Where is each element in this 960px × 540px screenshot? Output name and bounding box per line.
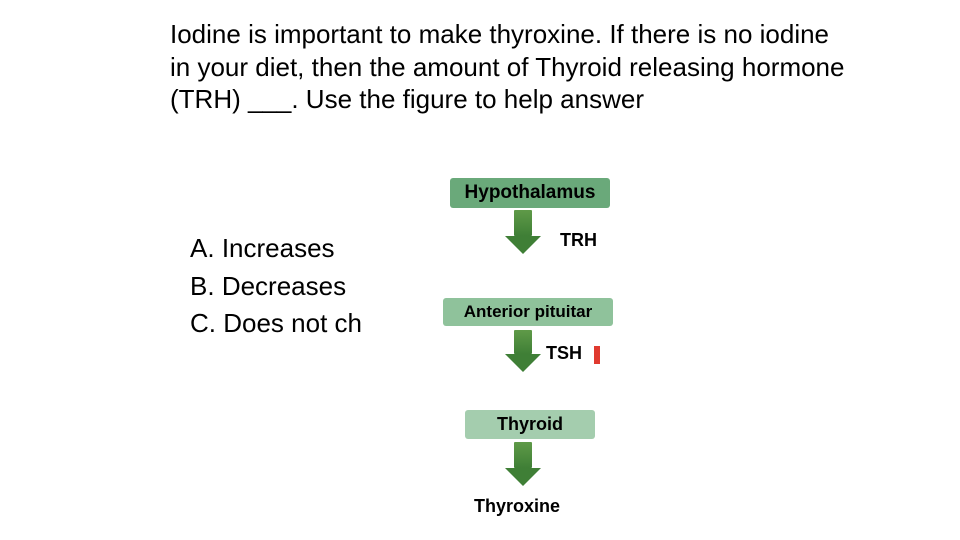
- arrow-trh: [505, 210, 541, 254]
- question-text: Iodine is important to make thyroxine. I…: [170, 18, 850, 116]
- node-anterior-pituitary: Anterior pituitar: [443, 298, 613, 326]
- answer-c-text: Does not ch: [223, 308, 362, 338]
- slide: Iodine is important to make thyroxine. I…: [0, 0, 960, 540]
- label-tsh: TSH: [546, 343, 582, 364]
- arrow-head-icon: [505, 236, 541, 254]
- answer-b: B. Decreases: [190, 268, 362, 306]
- arrow-head-icon: [505, 468, 541, 486]
- arrow-thyroxine: [505, 442, 541, 486]
- answer-a-text: Increases: [222, 233, 335, 263]
- arrow-shaft: [514, 330, 532, 354]
- answer-list: A. Increases B. Decreases C. Does not ch: [190, 230, 362, 343]
- arrow-head-icon: [505, 354, 541, 372]
- arrow-shaft: [514, 210, 532, 236]
- label-thyroxine: Thyroxine: [474, 496, 560, 517]
- answer-c-letter: C.: [190, 308, 216, 338]
- red-mark-icon: [594, 346, 600, 364]
- answer-a-letter: A.: [190, 233, 215, 263]
- pathway-diagram: Hypothalamus TRH Anterior pituitar TSH T…: [440, 178, 650, 528]
- node-hypothalamus: Hypothalamus: [450, 178, 610, 208]
- node-thyroid: Thyroid: [465, 410, 595, 439]
- arrow-tsh: [505, 330, 541, 372]
- arrow-shaft: [514, 442, 532, 468]
- label-trh: TRH: [560, 230, 597, 251]
- answer-b-text: Decreases: [222, 271, 346, 301]
- answer-c: C. Does not ch: [190, 305, 362, 343]
- answer-a: A. Increases: [190, 230, 362, 268]
- answer-b-letter: B.: [190, 271, 215, 301]
